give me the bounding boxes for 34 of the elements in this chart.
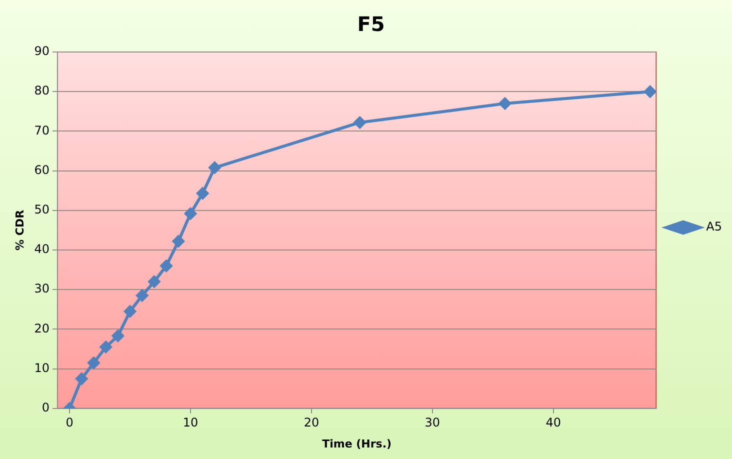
x-axis-title: Time (Hrs.) xyxy=(322,437,392,450)
y-tick-label: 70 xyxy=(34,123,50,138)
x-tick-label: 10 xyxy=(182,416,198,430)
x-tick-label: 20 xyxy=(304,416,320,430)
point xyxy=(124,305,136,318)
y-tick-label: 0 xyxy=(42,400,50,415)
point xyxy=(136,290,148,302)
x-tick-label: 0 xyxy=(66,416,74,430)
legend-label: A5 xyxy=(706,220,722,234)
point xyxy=(172,235,184,248)
point xyxy=(498,97,511,110)
point xyxy=(112,330,124,342)
point xyxy=(148,276,160,288)
y-tick-label: 40 xyxy=(34,242,50,256)
y-tick-label: 30 xyxy=(34,282,50,296)
point xyxy=(100,341,112,354)
point xyxy=(88,356,100,369)
point xyxy=(196,187,209,200)
point xyxy=(184,208,197,220)
y-tick-label: 20 xyxy=(34,321,50,336)
point xyxy=(208,162,221,174)
y-tick-label: 60 xyxy=(34,162,50,177)
x-tick-label: 30 xyxy=(424,416,440,430)
point xyxy=(76,372,88,385)
point xyxy=(354,116,366,128)
x-tick-label: 40 xyxy=(546,416,561,430)
y-tick-label: 80 xyxy=(34,84,50,98)
point xyxy=(644,86,656,98)
y-tick-label: 90 xyxy=(34,44,50,58)
y-axis-title: % CDR xyxy=(13,209,26,250)
y-tick-label: 10 xyxy=(34,360,50,375)
point xyxy=(160,260,172,272)
chart-title: F5 xyxy=(357,12,385,36)
y-tick-label: 50 xyxy=(34,202,50,217)
